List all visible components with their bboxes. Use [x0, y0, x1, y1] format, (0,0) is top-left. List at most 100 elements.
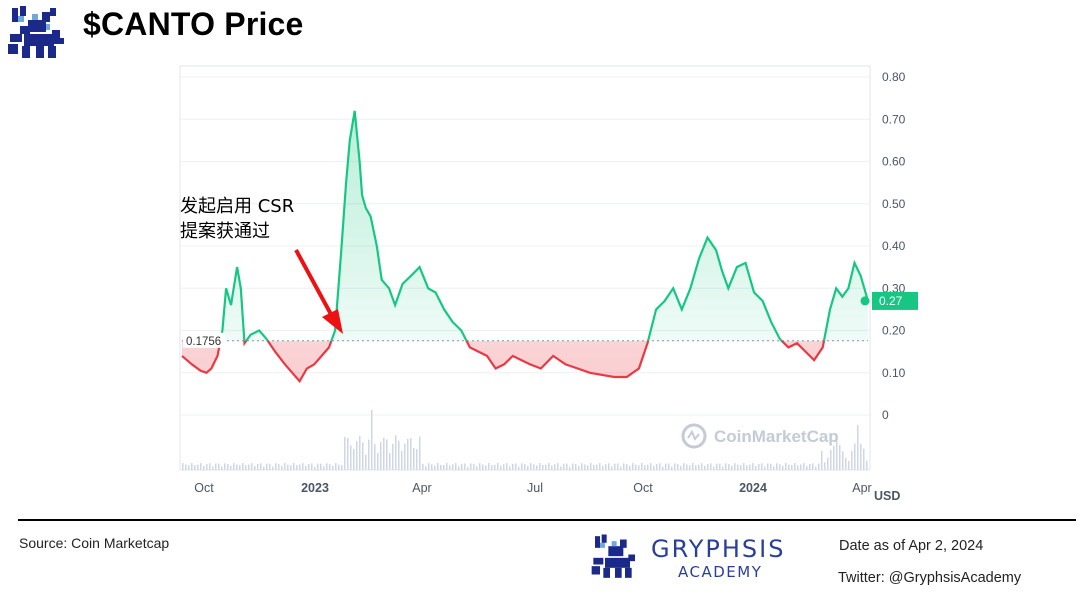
- volume-bar: [617, 463, 619, 470]
- volume-bar: [866, 460, 868, 470]
- volume-bar: [716, 463, 718, 470]
- volume-bar: [497, 463, 499, 470]
- volume-bar: [581, 463, 583, 470]
- volume-bar: [404, 443, 406, 470]
- reference-value: 0.1756: [186, 336, 221, 348]
- volume-bar: [299, 464, 301, 470]
- volume-bar: [644, 465, 646, 470]
- current-price-badge: 0.27: [860, 291, 918, 310]
- volume-bar: [785, 463, 787, 470]
- volume-bar: [728, 464, 730, 470]
- volume-bar: [284, 463, 286, 470]
- gryphon-logo-icon: [8, 6, 64, 58]
- brand-subtitle: ACADEMY: [678, 563, 763, 581]
- current-price-dot: [860, 296, 870, 306]
- volume-bar: [713, 466, 715, 470]
- volume-bar: [596, 464, 598, 470]
- volume-bar: [431, 464, 433, 470]
- volume-bar: [767, 463, 769, 470]
- volume-bar: [566, 463, 568, 470]
- volume-bar: [653, 465, 655, 470]
- volume-bar: [536, 465, 538, 470]
- volume-bar: [635, 464, 637, 470]
- y-tick-label: 0.70: [882, 112, 906, 126]
- volume-bar: [317, 463, 319, 470]
- volume-bar: [359, 436, 361, 470]
- volume-bar: [506, 463, 508, 470]
- volume-bar: [449, 465, 451, 470]
- volume-bar: [764, 466, 766, 470]
- annotation-arrow: [294, 249, 335, 319]
- volume-bar: [701, 463, 703, 470]
- volume-bar: [440, 464, 442, 470]
- volume-bar: [584, 464, 586, 470]
- annotation-line-1: 发起启用 CSR: [180, 196, 295, 217]
- y-tick-label: 0.30: [882, 281, 906, 295]
- volume-bar: [338, 464, 340, 470]
- volume-bar: [443, 464, 445, 470]
- volume-bar: [224, 463, 226, 470]
- volume-bar: [776, 463, 778, 470]
- volume-bar: [212, 466, 214, 470]
- volume-bar: [245, 465, 247, 470]
- watermark: CoinMarketCap: [714, 427, 839, 446]
- volume-bar: [521, 463, 523, 470]
- brand-name: GRYPHSIS: [651, 535, 786, 563]
- y-tick-label: 0.10: [882, 366, 906, 380]
- volume-bar: [461, 463, 463, 470]
- y-tick-label: 0.20: [882, 324, 906, 338]
- volume-bar: [791, 465, 793, 470]
- volume-bar: [308, 463, 310, 470]
- volume-bar: [839, 445, 841, 470]
- price-line-down: [181, 340, 826, 384]
- volume-bar: [857, 425, 859, 470]
- volume-bar: [863, 448, 865, 470]
- y-tick-label: 0.60: [882, 155, 906, 169]
- volume-bar: [548, 463, 550, 470]
- volume-bar: [755, 466, 757, 470]
- volume-bar: [797, 465, 799, 470]
- volume-bar: [344, 437, 346, 470]
- volume-bar: [488, 463, 490, 470]
- volume-bar: [533, 464, 535, 470]
- volume-bar: [686, 464, 688, 470]
- volume-bar: [473, 463, 475, 470]
- volume-bar: [854, 443, 856, 470]
- volume-bar: [806, 466, 808, 470]
- volume-bar: [470, 463, 472, 470]
- volume-bar: [371, 410, 373, 470]
- volume-bar: [602, 465, 604, 470]
- volume-bar: [593, 465, 595, 470]
- volume-bar: [353, 449, 355, 470]
- volume-bar: [311, 463, 313, 470]
- volume-bar: [383, 437, 385, 470]
- volume-bar: [377, 452, 379, 470]
- volume-bar: [287, 464, 289, 470]
- volume-bar: [233, 463, 235, 470]
- volume-bar: [428, 463, 430, 470]
- volume-bar: [482, 464, 484, 470]
- volume-bar: [734, 463, 736, 470]
- volume-bar: [611, 466, 613, 470]
- volume-bar: [809, 463, 811, 470]
- volume-bar: [329, 464, 331, 470]
- volume-bar: [275, 463, 277, 470]
- volume-bar: [677, 464, 679, 470]
- volume-bar: [530, 463, 532, 470]
- volume-bar: [554, 464, 556, 470]
- volume-bar: [770, 463, 772, 470]
- volume-bar: [659, 463, 661, 470]
- volume-bar: [380, 441, 382, 470]
- volume-bar: [458, 466, 460, 470]
- volume-bar: [527, 466, 529, 470]
- volume-bar: [836, 441, 838, 470]
- volume-bar: [833, 445, 835, 470]
- y-tick-label: 0: [882, 408, 889, 422]
- volume-bar: [260, 463, 262, 470]
- volume-bar: [251, 463, 253, 470]
- volume-bar: [362, 442, 364, 470]
- volume-bar: [761, 463, 763, 470]
- volume-bar: [578, 466, 580, 470]
- volume-bar: [398, 440, 400, 470]
- volume-bar: [293, 463, 295, 470]
